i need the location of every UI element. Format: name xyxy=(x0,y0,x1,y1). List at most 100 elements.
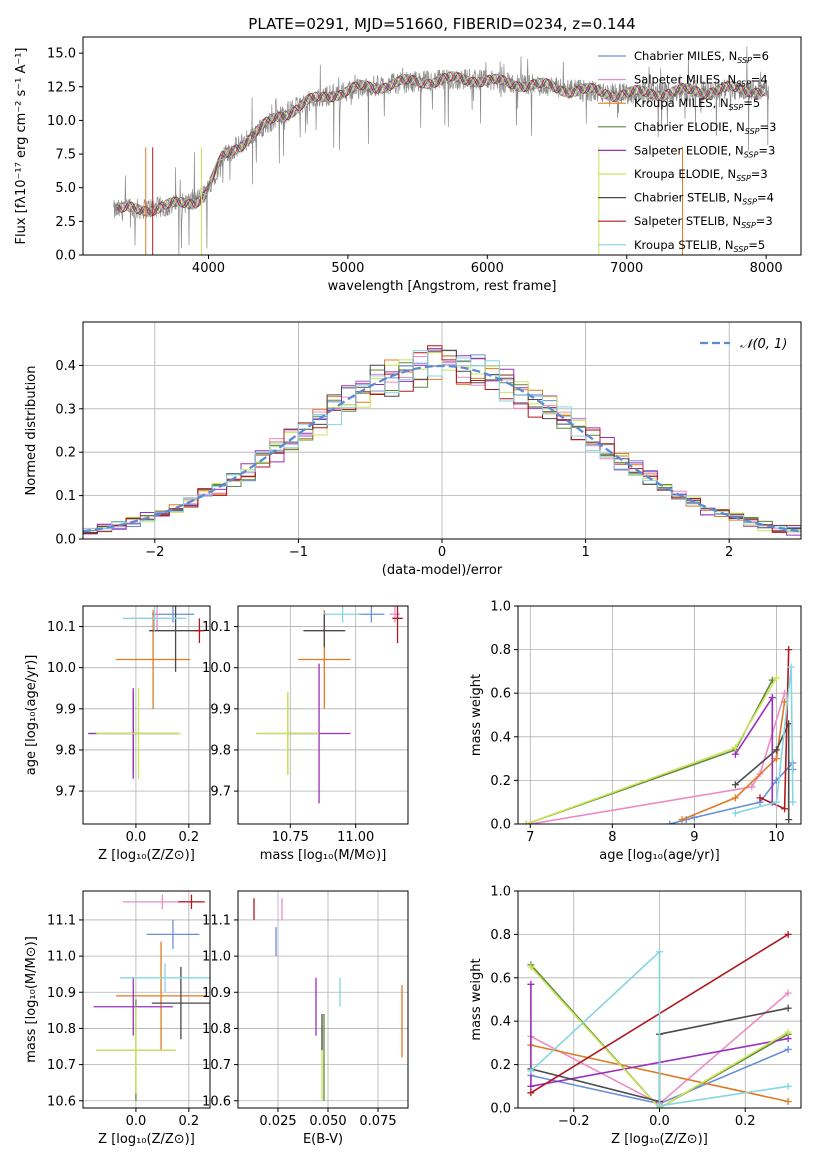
series-marker xyxy=(772,674,780,682)
legend-entry: Salpeter STELIB, NSSP=3 xyxy=(634,214,773,230)
y-tick-label: 10.1 xyxy=(202,620,231,635)
legend-entry: Kroupa ELODIE, NSSP=3 xyxy=(634,167,768,183)
series-marker xyxy=(731,781,739,789)
x-tick-label: 0.0 xyxy=(126,830,147,845)
errorbar-point xyxy=(194,618,205,644)
errorbar-point xyxy=(146,919,200,949)
y-tick-label: 10.9 xyxy=(202,986,231,1001)
y-tick-label: 1.0 xyxy=(490,885,511,900)
y-tick-label: 9.9 xyxy=(210,702,231,717)
y-tick-label: 15.0 xyxy=(47,47,76,62)
legend-entry: Salpeter MILES, NSSP=4 xyxy=(634,73,768,89)
x-axis-label: Z [log₁₀(Z/Z⊙)] xyxy=(98,848,195,863)
series-marker xyxy=(522,820,530,824)
x-tick-label: 4000 xyxy=(192,261,225,276)
axes-frame xyxy=(237,605,409,825)
observed-spectrum xyxy=(113,46,770,255)
series-marker xyxy=(772,798,780,806)
y-tick-label: 5.0 xyxy=(55,181,76,196)
x-tick-label: 9 xyxy=(690,830,698,845)
axes-frame xyxy=(82,36,802,256)
series-lines xyxy=(527,930,792,1108)
legend-subscript: SSP xyxy=(742,198,757,207)
errorbar-point xyxy=(358,606,385,623)
series-marker xyxy=(527,980,535,988)
y-tick-label: 11.1 xyxy=(202,913,231,928)
residual-histogram xyxy=(83,350,801,539)
axes-frame xyxy=(237,890,409,1109)
legend-label: Chabrier STELIB, N xyxy=(634,191,742,205)
series-marker xyxy=(784,1045,792,1053)
series-marker xyxy=(731,750,739,758)
legend-label: Kroupa MILES, N xyxy=(634,96,729,110)
legend-subscript: SSP xyxy=(744,150,759,159)
axes-frame xyxy=(82,890,211,1109)
y-tick-label: 9.8 xyxy=(210,743,231,758)
errorbar-point xyxy=(149,606,203,672)
series-line xyxy=(530,964,789,1108)
gridlines xyxy=(83,891,210,1108)
model-spectrum xyxy=(116,72,766,216)
errorbar-point xyxy=(392,606,403,644)
x-axis-label: E(B-V) xyxy=(303,1132,343,1147)
legend-subscript: SSP xyxy=(741,221,756,230)
x-tick-label: 10.75 xyxy=(272,830,309,845)
errorbars xyxy=(253,898,403,1101)
series-marker xyxy=(678,816,686,824)
y-tick-label: 0.4 xyxy=(55,359,76,374)
y-tick-label: 0.2 xyxy=(55,446,76,461)
legend-label: Kroupa ELODIE, N xyxy=(634,167,736,181)
series-marker xyxy=(527,963,535,971)
legend-count: =6 xyxy=(752,49,769,63)
series-line xyxy=(735,666,794,814)
series-marker xyxy=(527,1089,535,1097)
legend-subscript: SSP xyxy=(737,56,752,65)
y-tick-label: 0.0 xyxy=(490,818,511,833)
y-tick-label: 0.0 xyxy=(55,533,76,548)
series-line xyxy=(530,966,789,1108)
legend-label: Chabrier MILES, N xyxy=(634,49,737,63)
legend-label: Kroupa STELIB, N xyxy=(634,238,734,252)
legend-count: =3 xyxy=(756,214,773,228)
spectrum-lines xyxy=(113,46,770,255)
series-marker xyxy=(784,1082,792,1090)
series-line xyxy=(734,723,790,820)
y-tick-label: 10.0 xyxy=(47,661,76,676)
chart-title: PLATE=0291, MJD=51660, FIBERID=0234, z=0… xyxy=(248,15,635,33)
series-marker xyxy=(784,930,792,938)
y-tick-label: 11.0 xyxy=(202,950,231,965)
x-tick-label: 8 xyxy=(608,830,616,845)
legend-subscript: SSP xyxy=(736,174,751,183)
series-marker xyxy=(666,820,674,824)
x-tick-label: 11.00 xyxy=(337,830,374,845)
errorbars xyxy=(256,606,403,804)
series-marker xyxy=(768,694,776,702)
legend-count: =5 xyxy=(748,238,765,252)
legend-entry: Kroupa STELIB, NSSP=5 xyxy=(634,238,765,254)
series-marker xyxy=(789,798,797,806)
x-tick-label: 7000 xyxy=(610,261,643,276)
x-tick-label: 8000 xyxy=(750,261,783,276)
legend-count: =4 xyxy=(757,191,774,205)
legend-label: Salpeter ELODIE, N xyxy=(634,143,744,157)
y-tick-label: 0.0 xyxy=(55,249,76,264)
x-axis-label: Z [log₁₀(Z/Z⊙)] xyxy=(611,1132,708,1147)
legend-entry: Kroupa MILES, NSSP=5 xyxy=(634,96,760,112)
y-tick-label: 11.0 xyxy=(47,950,76,965)
gridlines xyxy=(238,606,408,824)
x-tick-label: 7 xyxy=(526,830,534,845)
y-axis-label: Normed distribution xyxy=(24,366,39,496)
errorbar-point xyxy=(93,977,173,1036)
mass-vs-Z-panel: 0.0 0.2 10.6 10.7 10.8 10.9 11.0 11.1 Z [log₁₀(Z… xyxy=(24,890,211,1147)
legend-entry: Chabrier MILES, NSSP=6 xyxy=(634,49,769,65)
legend-label: 𝒩(0, 1) xyxy=(740,337,787,352)
x-tick-label: −2 xyxy=(145,545,164,560)
errorbar-point xyxy=(96,688,181,779)
y-tick-label: 12.5 xyxy=(47,80,76,95)
errorbar-point xyxy=(324,606,361,623)
series-marker xyxy=(784,1097,792,1105)
series-marker xyxy=(784,1028,792,1036)
model-spectrum xyxy=(116,72,765,216)
y-tick-label: 10.8 xyxy=(47,1022,76,1037)
